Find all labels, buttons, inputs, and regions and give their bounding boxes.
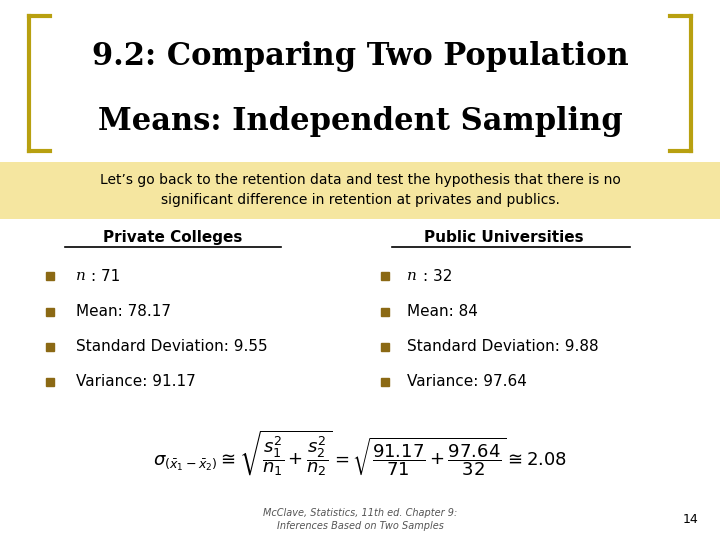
Text: 9.2: Comparing Two Population: 9.2: Comparing Two Population <box>91 41 629 72</box>
Text: Public Universities: Public Universities <box>424 230 584 245</box>
Text: Variance: 97.64: Variance: 97.64 <box>407 374 526 389</box>
Text: Mean: 78.17: Mean: 78.17 <box>76 304 171 319</box>
Text: Means: Independent Sampling: Means: Independent Sampling <box>98 106 622 137</box>
Text: Mean: 84: Mean: 84 <box>407 304 477 319</box>
Text: n: n <box>76 269 86 284</box>
Text: $\sigma_{(\bar{x}_1 - \bar{x}_2)} \cong \sqrt{\dfrac{s_1^2}{n_1} + \dfrac{s_2^2}: $\sigma_{(\bar{x}_1 - \bar{x}_2)} \cong … <box>153 429 567 478</box>
Text: : 71: : 71 <box>91 269 121 284</box>
FancyBboxPatch shape <box>0 162 720 219</box>
Text: Let’s go back to the retention data and test the hypothesis that there is no
sig: Let’s go back to the retention data and … <box>99 173 621 207</box>
Text: : 32: : 32 <box>423 269 452 284</box>
Text: Standard Deviation: 9.55: Standard Deviation: 9.55 <box>76 339 267 354</box>
Text: McClave, Statistics, 11th ed. Chapter 9:
Inferences Based on Two Samples: McClave, Statistics, 11th ed. Chapter 9:… <box>263 508 457 531</box>
Text: Variance: 91.17: Variance: 91.17 <box>76 374 195 389</box>
Text: Private Colleges: Private Colleges <box>103 230 243 245</box>
Text: n: n <box>407 269 417 284</box>
Text: 14: 14 <box>683 513 698 526</box>
Text: Standard Deviation: 9.88: Standard Deviation: 9.88 <box>407 339 598 354</box>
